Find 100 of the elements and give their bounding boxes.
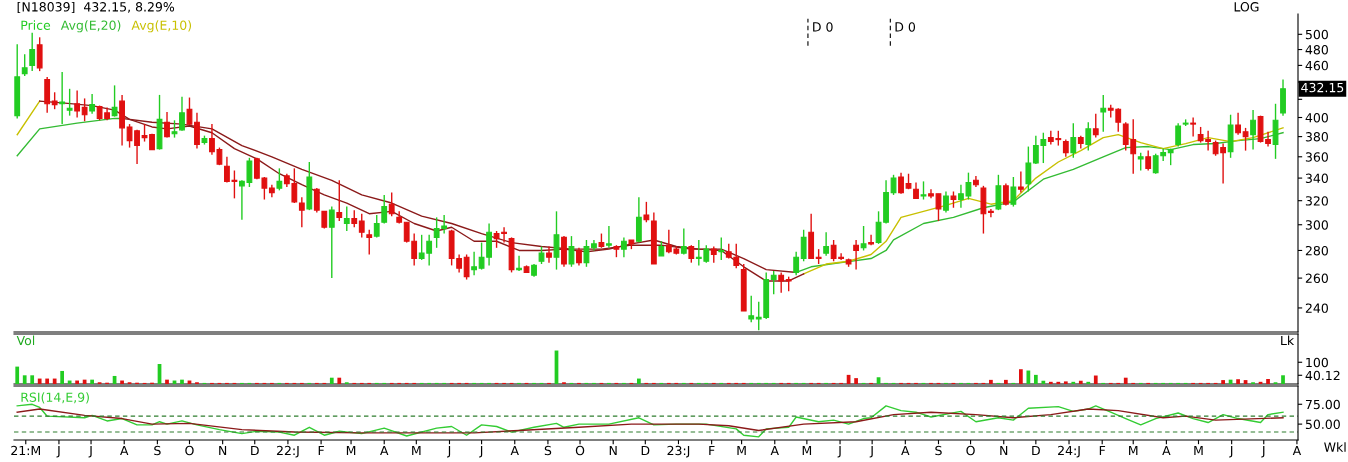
bar (22, 375, 27, 384)
candlestick (1092, 113, 1099, 139)
candlestick (620, 236, 627, 258)
candlestick (606, 225, 612, 249)
candlestick (1010, 176, 1017, 208)
candlestick (1017, 170, 1024, 194)
x-tick-label: D (641, 445, 650, 456)
candlestick (1145, 149, 1152, 172)
x-tick-label: M (412, 445, 421, 456)
candlestick (943, 190, 949, 214)
x-tick-label: A (510, 445, 519, 456)
y-tick-label: 50.00 (1305, 419, 1340, 430)
candlestick (643, 201, 650, 223)
x-tick-label: J (1229, 445, 1233, 458)
bar (1093, 375, 1098, 384)
y-tick-label: 460 (1305, 60, 1328, 71)
candlestick (381, 194, 388, 225)
candlestick (1070, 122, 1077, 159)
bar (52, 378, 57, 384)
x-tick-label: O (185, 445, 194, 456)
candlestick (89, 93, 96, 115)
bar (1004, 379, 1008, 384)
candlestick (1242, 127, 1249, 152)
bar (1086, 381, 1091, 384)
bar (45, 378, 50, 384)
candlestick (328, 205, 335, 279)
candlestick (111, 84, 118, 118)
candlestick (164, 111, 170, 139)
bar (60, 370, 65, 384)
x-tick-label: J (869, 445, 873, 458)
x-tick-label: O (966, 445, 975, 456)
candlestick (583, 239, 590, 268)
bar (30, 375, 35, 384)
series-label: RSI(14,E,9) (21, 392, 89, 404)
x-tick-label: J (447, 445, 451, 458)
bar (165, 379, 169, 384)
candlestick (898, 171, 904, 195)
candlestick (1190, 116, 1197, 138)
candlestick (680, 227, 687, 256)
y-tick-label: 400 (1305, 112, 1328, 123)
candlestick (59, 71, 66, 125)
bar (337, 377, 342, 384)
ref-line-label: D 0 (813, 22, 833, 32)
x-tick-label: F (1099, 445, 1106, 456)
text: Wkl (1324, 442, 1346, 452)
candlestick (770, 270, 777, 295)
y-tick-label: 280 (1305, 245, 1328, 256)
candlestick (66, 88, 73, 117)
candlestick (516, 255, 522, 272)
bar (1033, 374, 1038, 384)
x-tick-label: J (88, 445, 92, 458)
candlestick (568, 235, 575, 268)
chart-title: [N18039] 432.15, 8.29% (17, 1, 175, 14)
bar (67, 380, 72, 384)
x-tick-label: M (802, 445, 812, 456)
x-tick-label: J (479, 445, 483, 458)
candlestick (471, 251, 478, 276)
bar (637, 378, 641, 384)
y-tick-label: 500 (1305, 29, 1328, 40)
bar (15, 366, 20, 384)
chart-title: Vol (16, 335, 35, 346)
x-tick-label: S (544, 445, 552, 456)
candlestick (29, 32, 36, 72)
y-tick-label: 360 (1305, 152, 1328, 162)
x-tick-label: M (1194, 445, 1203, 456)
candlestick (463, 253, 470, 281)
annotation: 432.15 (1301, 82, 1344, 93)
candlestick (21, 53, 28, 77)
bar (1041, 380, 1046, 384)
x-tick-label: M (346, 445, 356, 456)
y-tick-label: 340 (1305, 173, 1328, 184)
y-tick-label: 300 (1305, 220, 1328, 230)
bar (120, 380, 124, 384)
x-tick-label: O (575, 445, 585, 456)
text: Avg(E,20) (60, 20, 121, 33)
candlestick (358, 213, 365, 239)
candlestick (74, 89, 81, 119)
candlestick (1085, 121, 1092, 152)
x-tick-label: N (1000, 445, 1008, 456)
y-tick-label: 40.12 (1305, 370, 1340, 381)
text: Avg(E,10) (131, 20, 192, 33)
candlestick (800, 229, 807, 262)
series-label: Price (21, 20, 51, 30)
candlestick (546, 245, 552, 264)
x-tick-label: 21:M (11, 445, 40, 456)
x-tick-label: M (737, 445, 746, 456)
x-tick-label: A (120, 445, 129, 456)
candlestick (860, 225, 867, 252)
x-tick-label: A (901, 445, 910, 456)
x-tick-label: J (1261, 445, 1265, 458)
y-tick-label: 480 (1305, 45, 1328, 55)
x-tick-label: N (609, 445, 617, 456)
x-tick-label: S (154, 445, 161, 456)
bar (1221, 380, 1225, 384)
candlestick (313, 187, 320, 214)
bar (37, 378, 42, 384)
x-tick-label: A (1162, 445, 1171, 456)
bar (854, 378, 858, 384)
bar (1019, 369, 1023, 384)
bar (90, 379, 94, 384)
